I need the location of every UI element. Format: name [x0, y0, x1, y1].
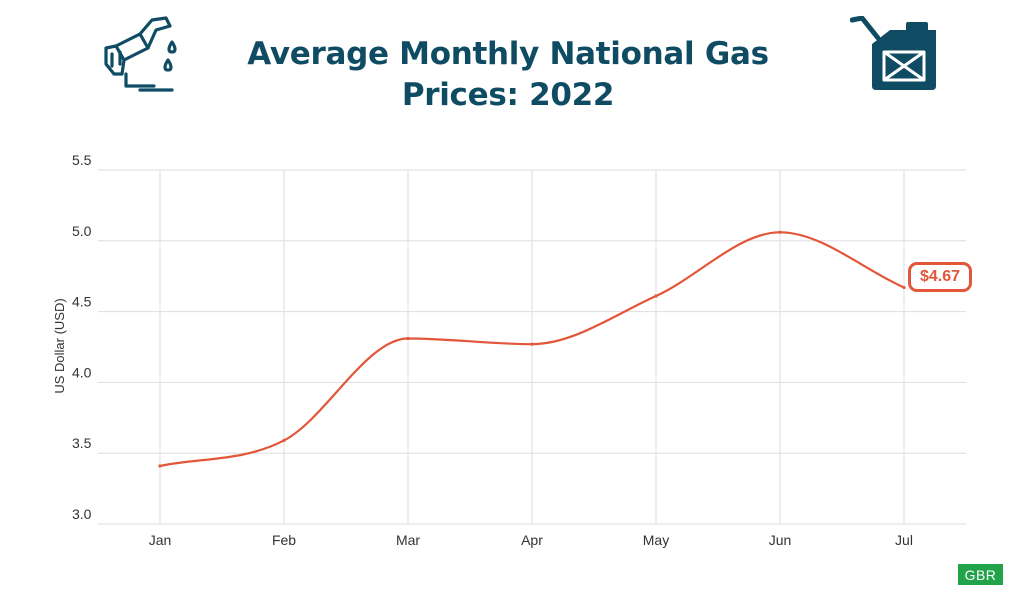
chart-title: Average Monthly National Gas Prices: 202… [247, 36, 769, 113]
data-point-mar [406, 336, 410, 341]
data-point-jan [158, 464, 162, 468]
y-tick-label: 3.5 [72, 435, 92, 451]
y-tick-label: 4.5 [72, 294, 92, 310]
x-tick-label: Feb [272, 532, 296, 548]
x-axis-ticks: Jan Feb Mar Apr May Jun Jul [149, 532, 913, 548]
fuel-can-icon [850, 16, 936, 90]
data-points [158, 230, 906, 468]
y-tick-label: 5.0 [72, 223, 92, 239]
y-tick-label: 3.0 [72, 506, 92, 522]
x-tick-label: Jul [895, 532, 913, 548]
gbr-logo: GBR [958, 564, 1003, 585]
y-tick-label: 4.0 [72, 364, 92, 380]
data-point-may [654, 294, 658, 298]
grid [98, 169, 966, 525]
y-tick-label: 5.5 [72, 152, 92, 168]
x-tick-label: Jun [769, 532, 792, 548]
latest-value-badge: $4.67 [908, 262, 972, 292]
y-axis-ticks: 3.0 3.5 4.0 4.5 5.0 5.5 [72, 152, 92, 522]
data-point-jun [778, 230, 782, 234]
x-tick-label: Mar [396, 532, 420, 548]
data-point-feb [282, 438, 286, 443]
x-tick-label: May [643, 532, 669, 548]
x-tick-label: Apr [521, 532, 543, 548]
x-tick-label: Jan [149, 532, 172, 548]
data-point-jul [902, 285, 906, 290]
gas-pump-icon [104, 16, 177, 92]
data-point-apr [530, 342, 534, 346]
y-axis-label: US Dollar (USD) [52, 298, 67, 393]
